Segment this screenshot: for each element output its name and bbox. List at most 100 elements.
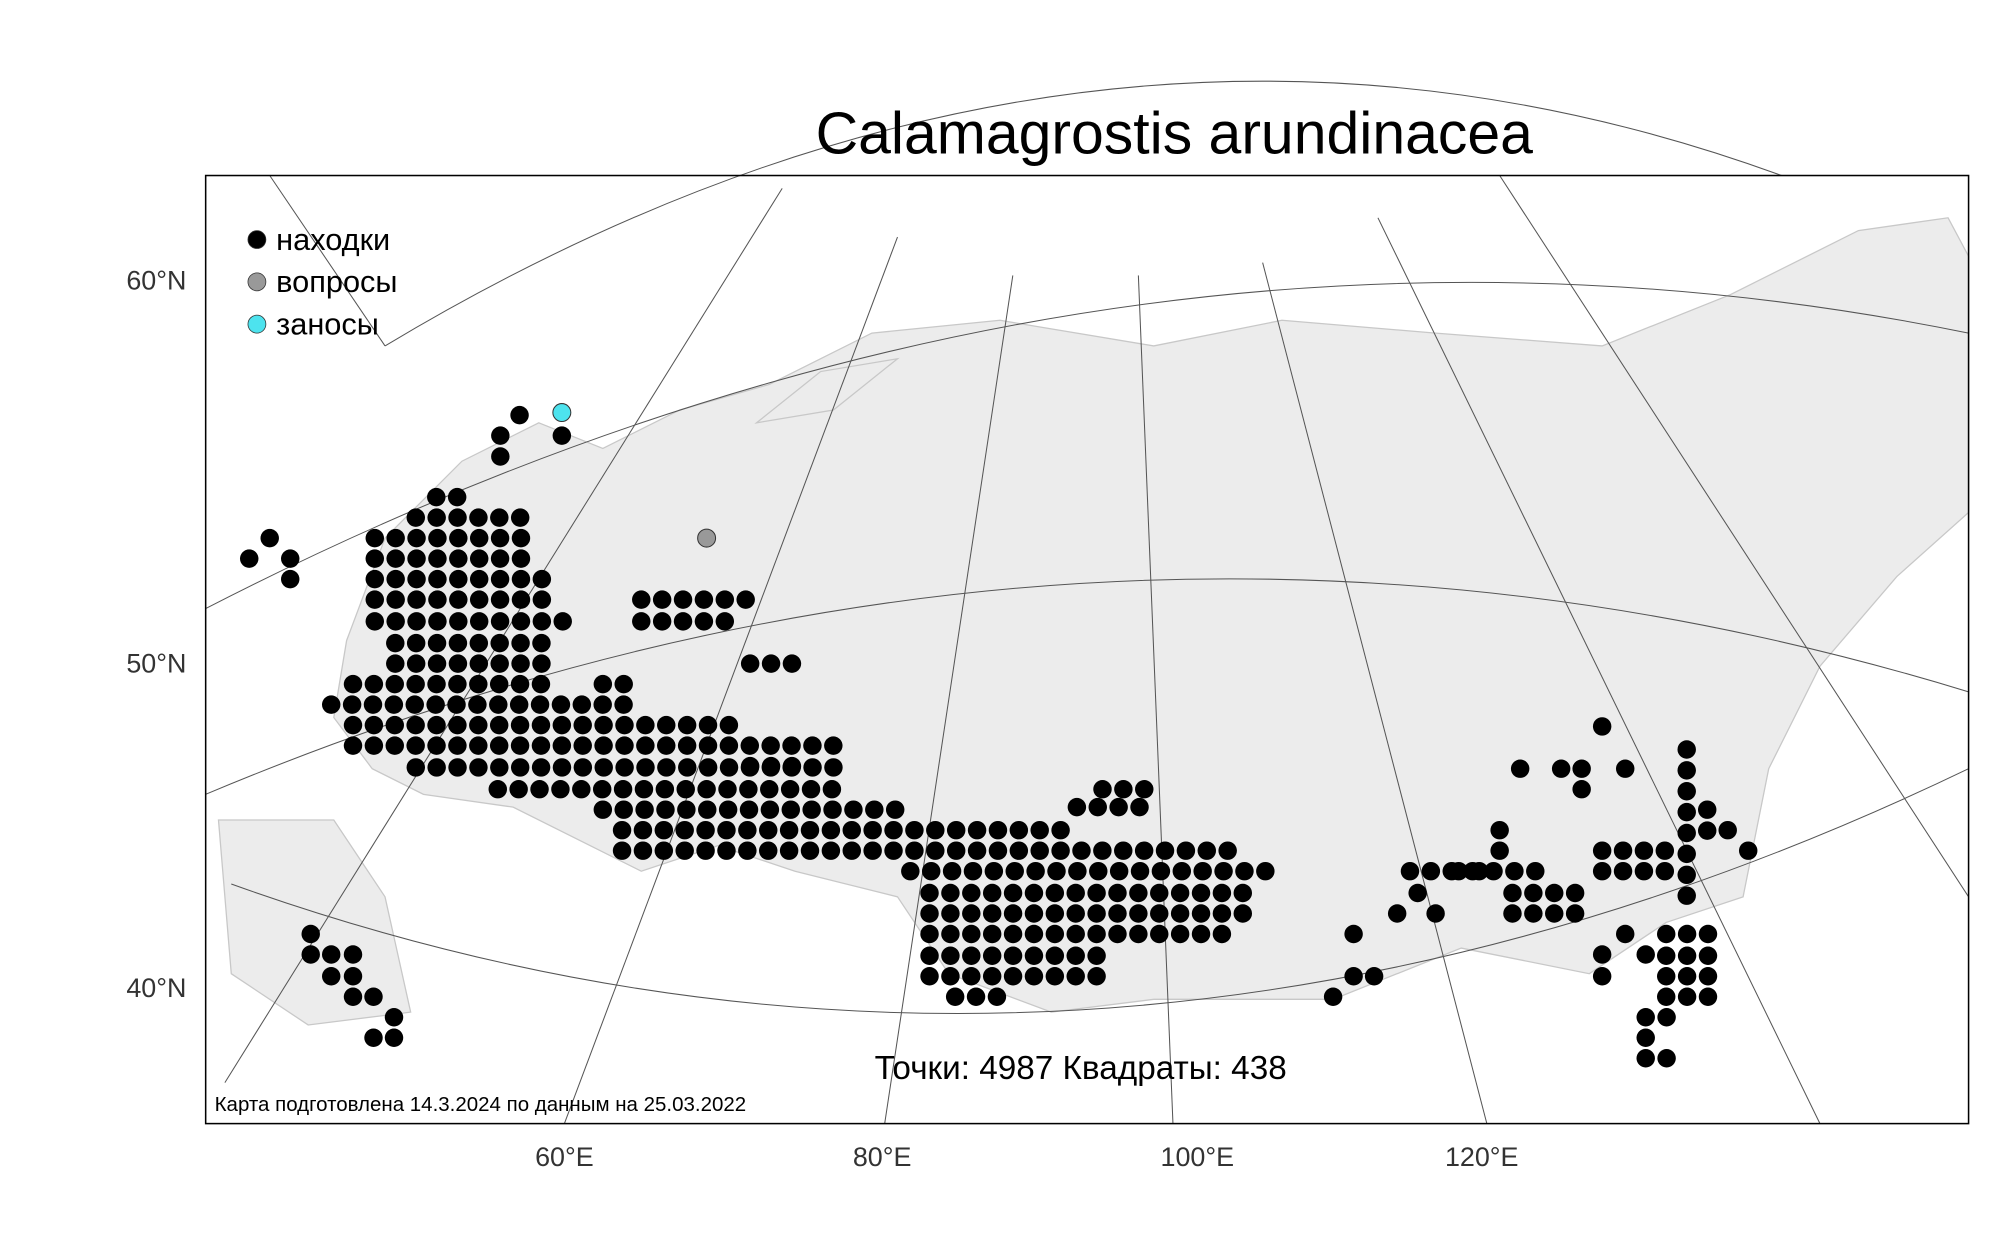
find-dot xyxy=(407,590,426,609)
find-dot xyxy=(572,779,591,799)
find-dot xyxy=(240,549,259,568)
find-dot xyxy=(1677,802,1696,822)
find-dot xyxy=(696,820,715,840)
lon-label: 100°E xyxy=(1161,1142,1235,1172)
map-frame xyxy=(204,174,1970,1125)
find-dot xyxy=(552,715,572,735)
find-dot xyxy=(301,924,320,944)
lat-label: 40°N xyxy=(126,973,186,1003)
find-dot xyxy=(1510,759,1530,778)
find-dot xyxy=(1490,841,1509,860)
find-dot xyxy=(1212,883,1232,903)
find-dot xyxy=(490,508,509,527)
find-dot xyxy=(365,590,385,609)
find-dot xyxy=(1634,841,1654,860)
find-dot xyxy=(801,779,821,799)
find-dot xyxy=(1592,841,1612,860)
find-dot xyxy=(675,841,694,860)
find-dot xyxy=(941,946,960,965)
find-dot xyxy=(1214,861,1233,881)
find-dot xyxy=(573,736,592,755)
find-dot xyxy=(1677,782,1696,801)
find-dot xyxy=(694,612,714,631)
find-dot xyxy=(551,695,571,714)
find-dot xyxy=(1572,779,1591,799)
find-dot xyxy=(365,549,385,568)
legend-label: вопросы xyxy=(276,264,397,299)
lon-label: 80°E xyxy=(853,1142,912,1172)
find-dot xyxy=(654,841,674,860)
find-dot xyxy=(321,945,341,964)
find-dot xyxy=(920,904,939,923)
find-dot xyxy=(636,758,655,777)
find-dot xyxy=(1108,924,1127,944)
find-dot xyxy=(1045,946,1065,965)
find-dot xyxy=(738,820,757,840)
find-dot xyxy=(1636,1049,1655,1068)
find-dot xyxy=(719,715,739,735)
find-dot xyxy=(280,549,300,568)
find-dot xyxy=(719,736,739,755)
find-dot xyxy=(343,945,363,964)
find-dot xyxy=(656,800,675,819)
find-dot xyxy=(779,841,799,860)
find-dot xyxy=(594,758,613,777)
find-dot xyxy=(946,820,966,840)
find-dot xyxy=(967,820,987,840)
find-dot xyxy=(884,841,903,860)
find-dot xyxy=(1009,820,1029,840)
find-dot xyxy=(1698,946,1718,965)
find-dot xyxy=(760,800,780,819)
find-dot xyxy=(1524,883,1543,903)
find-dot xyxy=(1114,779,1133,799)
find-dot xyxy=(920,883,939,903)
find-dot xyxy=(782,756,802,776)
find-dot xyxy=(1677,865,1696,885)
find-dot xyxy=(941,967,960,986)
find-dot xyxy=(1197,841,1217,860)
find-dot xyxy=(343,736,363,755)
find-dot xyxy=(614,695,633,714)
find-dot xyxy=(1170,924,1190,944)
find-dot xyxy=(469,654,489,673)
find-dot xyxy=(1129,883,1148,903)
find-dot xyxy=(1087,967,1106,986)
find-dot xyxy=(469,590,489,609)
find-dot xyxy=(386,569,405,589)
find-dot xyxy=(1109,797,1128,817)
find-dot xyxy=(407,612,426,631)
find-dot xyxy=(612,841,632,860)
legend-marker xyxy=(247,314,267,334)
find-dot xyxy=(946,841,966,860)
find-dot xyxy=(364,987,383,1006)
find-dot xyxy=(552,758,572,777)
find-dot xyxy=(1718,820,1737,840)
find-dot xyxy=(1191,904,1211,923)
find-dot xyxy=(1469,861,1489,881)
find-dot xyxy=(1051,820,1070,840)
find-dot xyxy=(1003,946,1023,965)
find-dot xyxy=(941,883,960,903)
find-dot xyxy=(842,820,861,840)
find-dot xyxy=(1677,844,1696,864)
find-dot xyxy=(1030,820,1049,840)
find-dot xyxy=(863,841,882,860)
find-dot xyxy=(1677,740,1696,759)
find-dot xyxy=(759,820,778,840)
find-dot xyxy=(1129,924,1148,944)
find-dot xyxy=(633,841,653,860)
find-dot xyxy=(365,569,385,589)
find-dot xyxy=(1256,861,1275,881)
find-dot xyxy=(740,756,760,776)
find-dot xyxy=(365,612,385,631)
find-dot xyxy=(740,654,760,673)
find-dot xyxy=(677,800,696,819)
find-dot xyxy=(447,487,467,507)
find-dot xyxy=(1545,883,1564,903)
find-dot xyxy=(511,549,531,568)
legend-label: находки xyxy=(276,222,390,257)
find-dot xyxy=(1087,946,1106,965)
find-dot xyxy=(488,779,507,799)
find-dot xyxy=(1572,759,1591,778)
find-dot xyxy=(800,820,820,840)
